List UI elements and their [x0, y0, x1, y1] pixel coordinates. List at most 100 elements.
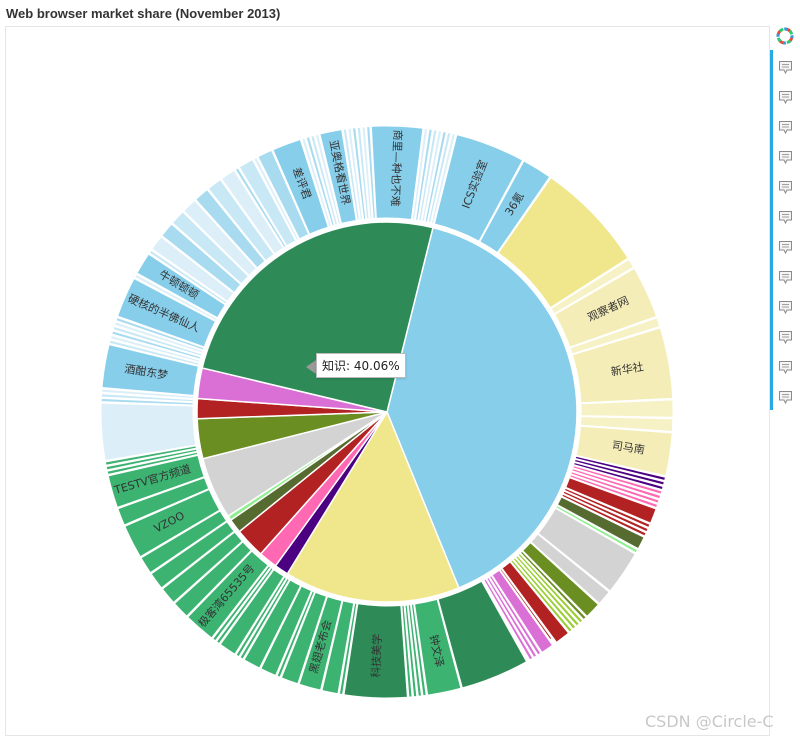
outer-slice-79[interactable]	[116, 277, 217, 348]
outer-slice-105[interactable]	[366, 125, 376, 220]
outer-slice-69[interactable]	[100, 397, 194, 406]
outer-slice-38[interactable]	[437, 580, 528, 689]
outer-slice-50[interactable]	[260, 585, 313, 677]
outer-slice-55[interactable]	[215, 567, 274, 645]
outer-slice-39[interactable]	[414, 598, 462, 696]
outer-slice-37[interactable]	[481, 579, 527, 657]
outer-slice-36[interactable]	[483, 578, 534, 661]
outer-slice-4[interactable]	[554, 267, 658, 348]
inner-slice-1[interactable]	[286, 410, 460, 603]
outer-slice-96[interactable]	[305, 136, 335, 227]
outer-slice-103[interactable]	[356, 126, 370, 220]
toolbox-comment-icon-11[interactable]	[778, 390, 793, 405]
outer-slice-88[interactable]	[207, 178, 275, 262]
outer-slice-67[interactable]	[104, 445, 197, 466]
outer-slice-93[interactable]	[257, 149, 310, 240]
outer-slice-44[interactable]	[343, 603, 408, 699]
outer-slice-20[interactable]	[561, 493, 647, 537]
outer-slice-32[interactable]	[499, 568, 553, 641]
toolbox-comment-icon-9[interactable]	[778, 330, 793, 345]
outer-slice-60[interactable]	[150, 521, 235, 589]
outer-slice-27[interactable]	[517, 552, 584, 624]
outer-slice-28[interactable]	[515, 554, 580, 627]
outer-slice-52[interactable]	[239, 577, 290, 660]
outer-slice-59[interactable]	[161, 531, 243, 604]
outer-slice-24[interactable]	[530, 533, 610, 605]
outer-slice-112[interactable]	[427, 131, 452, 224]
outer-slice-2[interactable]	[497, 177, 629, 309]
outer-slice-9[interactable]	[575, 425, 673, 477]
outer-slice-87[interactable]	[194, 188, 266, 269]
outer-slice-8[interactable]	[580, 416, 674, 432]
outer-slice-51[interactable]	[243, 579, 302, 669]
outer-slice-101[interactable]	[347, 127, 364, 221]
outer-slice-43[interactable]	[401, 604, 413, 698]
outer-slice-56[interactable]	[212, 565, 272, 642]
outer-slice-89[interactable]	[220, 169, 284, 255]
outer-slice-83[interactable]	[151, 236, 235, 303]
outer-slice-42[interactable]	[404, 604, 418, 698]
outer-slice-71[interactable]	[101, 388, 195, 400]
outer-slice-16[interactable]	[569, 474, 659, 509]
outer-slice-108[interactable]	[414, 128, 433, 222]
outer-slice-82[interactable]	[148, 249, 228, 305]
outer-slice-58[interactable]	[173, 541, 252, 617]
outer-slice-17[interactable]	[565, 477, 657, 524]
outer-slice-33[interactable]	[491, 569, 554, 654]
toolbox-comment-icon-0[interactable]	[778, 60, 793, 75]
outer-slice-73[interactable]	[108, 339, 200, 366]
outer-slice-80[interactable]	[134, 273, 218, 322]
outer-slice-104[interactable]	[361, 126, 373, 220]
outer-slice-11[interactable]	[573, 458, 665, 486]
outer-slice-7[interactable]	[580, 399, 674, 418]
outer-slice-92[interactable]	[253, 156, 300, 242]
outer-slice-5[interactable]	[569, 317, 661, 355]
outer-slice-107[interactable]	[411, 127, 429, 221]
outer-slice-13[interactable]	[572, 465, 663, 495]
outer-slice-113[interactable]	[430, 132, 457, 225]
inner-slice-0[interactable]	[386, 226, 578, 589]
outer-slice-12[interactable]	[573, 461, 664, 491]
outer-slice-68[interactable]	[100, 402, 197, 462]
outer-slice-25[interactable]	[522, 541, 600, 618]
outer-slice-61[interactable]	[140, 510, 228, 574]
outer-slice-18[interactable]	[563, 487, 651, 529]
outer-slice-10[interactable]	[574, 455, 667, 482]
outer-slice-57[interactable]	[187, 550, 269, 639]
outer-slice-70[interactable]	[100, 393, 194, 403]
outer-slice-40[interactable]	[410, 603, 427, 697]
outer-slice-31[interactable]	[501, 561, 570, 644]
outer-slice-65[interactable]	[106, 451, 199, 476]
outer-slice-1[interactable]	[479, 160, 551, 254]
toolbox-comment-icon-5[interactable]	[778, 210, 793, 225]
outer-slice-78[interactable]	[115, 316, 205, 351]
outer-slice-106[interactable]	[370, 125, 424, 221]
outer-slice-3[interactable]	[550, 258, 635, 315]
toolbox-comment-icon-8[interactable]	[778, 300, 793, 315]
toolbox-comment-icon-2[interactable]	[778, 120, 793, 135]
outer-slice-102[interactable]	[351, 127, 367, 220]
outer-slice-111[interactable]	[424, 130, 447, 223]
outer-slice-15[interactable]	[570, 471, 660, 504]
outer-slice-54[interactable]	[219, 568, 285, 655]
outer-slice-97[interactable]	[310, 134, 339, 226]
outer-slice-72[interactable]	[101, 344, 200, 396]
outer-slice-62[interactable]	[124, 488, 221, 558]
outer-slice-19[interactable]	[562, 490, 649, 533]
outer-slice-77[interactable]	[113, 321, 204, 354]
outer-slice-30[interactable]	[510, 559, 573, 633]
outer-slice-29[interactable]	[512, 557, 577, 630]
outer-slice-90[interactable]	[234, 167, 287, 249]
outer-slice-81[interactable]	[136, 253, 226, 319]
outer-slice-99[interactable]	[319, 129, 357, 225]
outer-slice-85[interactable]	[171, 211, 250, 285]
outer-slice-95[interactable]	[301, 137, 332, 228]
outer-slice-49[interactable]	[276, 590, 316, 678]
outer-slice-76[interactable]	[112, 325, 203, 357]
toolbox-comment-icon-7[interactable]	[778, 270, 793, 285]
outer-slice-109[interactable]	[418, 129, 438, 222]
outer-slice-23[interactable]	[537, 507, 636, 592]
outer-slice-46[interactable]	[321, 600, 355, 695]
outer-slice-91[interactable]	[238, 158, 297, 247]
outer-slice-41[interactable]	[407, 604, 423, 697]
